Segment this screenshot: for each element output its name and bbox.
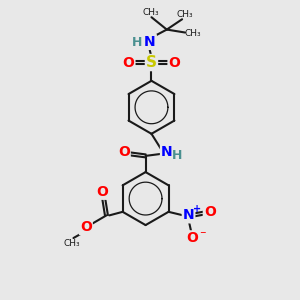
- Text: O: O: [118, 145, 130, 159]
- Text: H: H: [132, 36, 142, 49]
- Text: O: O: [169, 56, 180, 70]
- Text: N: N: [144, 35, 156, 49]
- Text: +: +: [193, 204, 201, 214]
- Text: S: S: [146, 55, 157, 70]
- Text: O: O: [123, 56, 134, 70]
- Text: ⁻: ⁻: [200, 230, 206, 242]
- Text: N: N: [183, 208, 194, 222]
- Text: H: H: [172, 149, 182, 162]
- Text: CH₃: CH₃: [177, 10, 194, 19]
- Text: O: O: [186, 231, 198, 245]
- Text: CH₃: CH₃: [64, 239, 80, 248]
- Text: CH₃: CH₃: [185, 28, 201, 38]
- Text: O: O: [97, 185, 109, 199]
- Text: O: O: [80, 220, 92, 234]
- Text: O: O: [204, 205, 216, 219]
- Text: CH₃: CH₃: [142, 8, 159, 17]
- Text: N: N: [161, 145, 172, 159]
